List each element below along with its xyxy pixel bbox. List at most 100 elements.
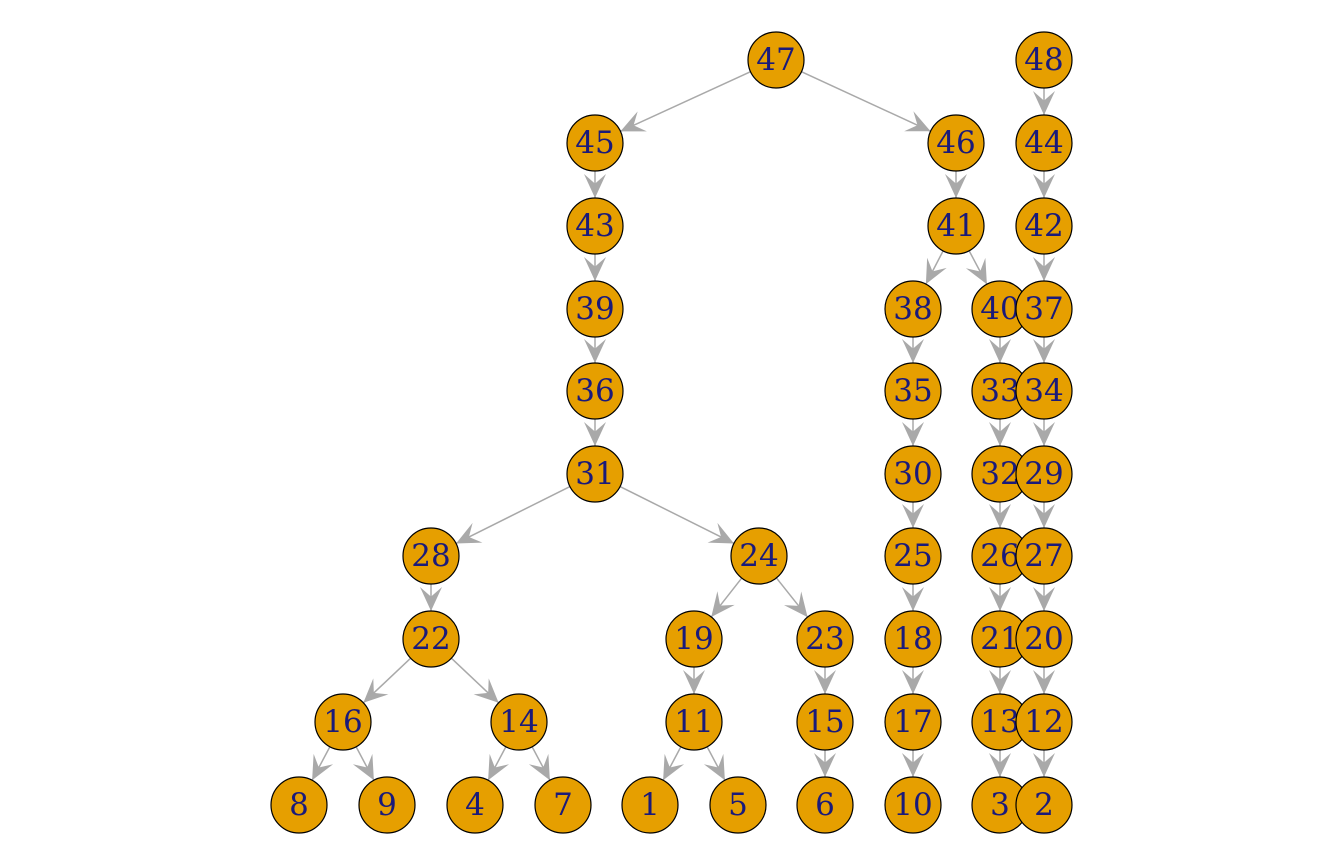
node-label: 7 (553, 787, 573, 823)
arrowhead (473, 678, 499, 703)
node-circle (730, 527, 788, 585)
edge-20-12 (1033, 667, 1055, 694)
node-1: 1 (621, 776, 679, 834)
node-circle (665, 610, 723, 668)
node-circle (796, 610, 854, 668)
node-label: 31 (575, 456, 614, 492)
arrowhead (528, 753, 550, 781)
node-35: 35 (884, 362, 942, 420)
arrowhead (902, 670, 924, 694)
node-44: 44 (1015, 114, 1073, 172)
edge-11-5 (703, 746, 726, 781)
node-circle (402, 527, 460, 585)
node-circle (534, 776, 592, 834)
edge-22-16 (362, 657, 412, 704)
node-label: 22 (411, 621, 450, 657)
edge-45-43 (584, 171, 606, 198)
arrowhead (925, 257, 947, 285)
edge-43-39 (584, 254, 606, 281)
node-label: 36 (575, 373, 614, 409)
node-45: 45 (566, 114, 624, 172)
arrowhead (814, 753, 836, 777)
arrowhead (1033, 257, 1055, 281)
node-label: 23 (805, 621, 844, 657)
edge-22-14 (450, 657, 500, 704)
node-label: 48 (1024, 42, 1063, 78)
node-label: 42 (1024, 208, 1063, 244)
arrowhead (814, 670, 836, 694)
node-label: 47 (756, 42, 795, 78)
node-label: 9 (377, 787, 397, 823)
arrowhead (584, 339, 606, 363)
edge-37-34 (1033, 337, 1055, 363)
arrowhead (584, 174, 606, 198)
node-circle (1015, 445, 1073, 503)
arrowhead (989, 339, 1011, 363)
node-circle (446, 776, 504, 834)
arrowhead (1033, 422, 1055, 446)
edge-25-18 (902, 584, 924, 611)
node-label: 35 (893, 373, 932, 409)
node-30: 30 (884, 445, 942, 503)
arrowhead (488, 753, 510, 781)
node-43: 43 (566, 197, 624, 255)
node-label: 5 (728, 787, 748, 823)
arrowhead (420, 587, 442, 611)
edge-21-13 (989, 667, 1011, 694)
edge-40-33 (989, 337, 1011, 363)
edge-16-8 (311, 746, 334, 781)
node-9: 9 (358, 776, 416, 834)
edge-line (455, 485, 571, 545)
arrowhead (989, 422, 1011, 446)
node-circle (1015, 610, 1073, 668)
node-label: 43 (575, 208, 614, 244)
node-10: 10 (884, 776, 942, 834)
node-label: 2 (1034, 787, 1054, 823)
arrowhead (945, 174, 967, 198)
edge-line (619, 485, 735, 545)
node-circle (1015, 280, 1073, 338)
node-circle (1015, 362, 1073, 420)
arrowhead (902, 504, 924, 528)
node-32: 32 (971, 445, 1029, 503)
edge-line (620, 70, 751, 133)
edge-44-42 (1033, 171, 1055, 198)
node-label: 44 (1024, 125, 1063, 161)
node-21: 21 (971, 610, 1029, 668)
arrowhead (703, 753, 725, 781)
edge-13-3 (989, 750, 1011, 777)
arrowhead (902, 587, 924, 611)
edge-38-35 (902, 337, 924, 363)
node-circle (566, 280, 624, 338)
node-circle (796, 776, 854, 834)
node-5: 5 (709, 776, 767, 834)
node-2: 2 (1015, 776, 1073, 834)
node-circle (1015, 114, 1073, 172)
node-circle (270, 776, 328, 834)
arrowhead (456, 522, 483, 544)
node-label: 32 (980, 456, 1019, 492)
node-circle (358, 776, 416, 834)
node-label: 41 (936, 208, 975, 244)
node-47: 47 (747, 31, 805, 89)
node-label: 6 (815, 787, 835, 823)
node-28: 28 (402, 527, 460, 585)
arrowhead (707, 522, 734, 544)
node-label: 30 (893, 456, 932, 492)
node-label: 27 (1024, 538, 1063, 574)
edge-15-6 (814, 750, 836, 777)
node-circle (1015, 31, 1073, 89)
node-27: 27 (1015, 527, 1073, 585)
node-label: 4 (465, 787, 485, 823)
edge-33-32 (989, 419, 1011, 446)
arrowhead (683, 670, 705, 694)
node-26: 26 (971, 527, 1029, 585)
node-label: 11 (674, 704, 713, 740)
arrowhead (352, 753, 374, 781)
node-label: 45 (575, 125, 614, 161)
node-34: 34 (1015, 362, 1073, 420)
node-37: 37 (1015, 280, 1073, 338)
node-circle (665, 693, 723, 751)
node-circle (1015, 776, 1073, 834)
node-label: 19 (674, 621, 713, 657)
